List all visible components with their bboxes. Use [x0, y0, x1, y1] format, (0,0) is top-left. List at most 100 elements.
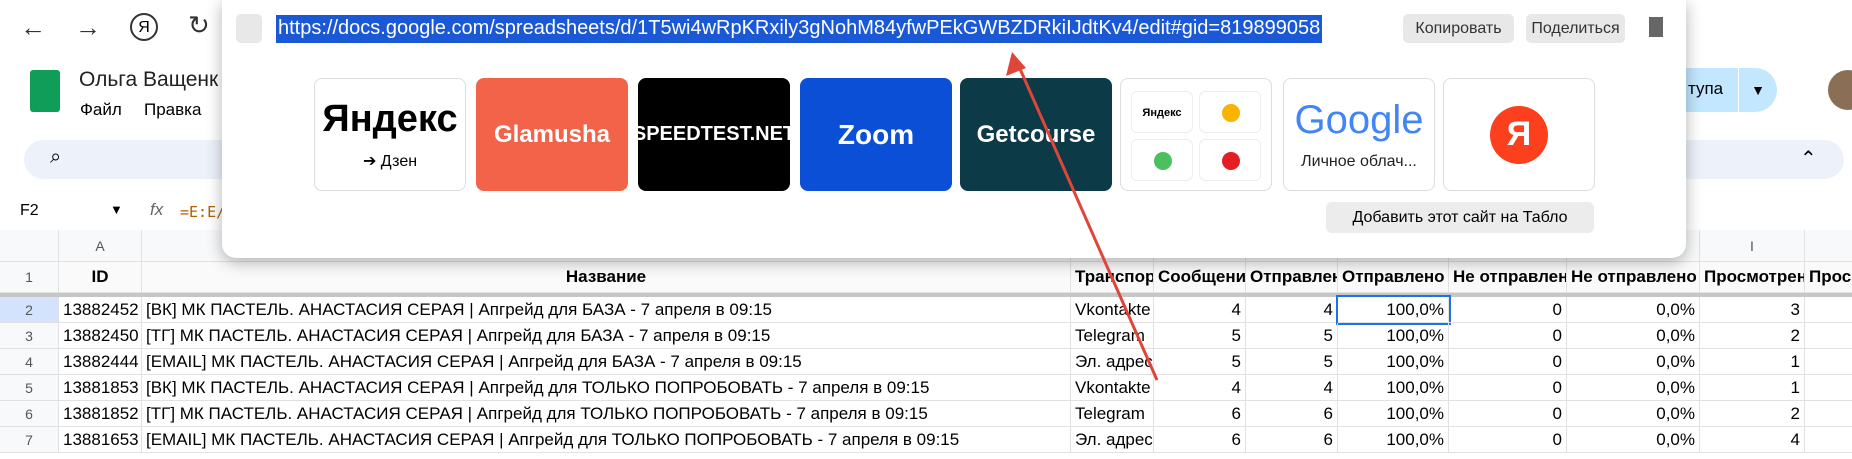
cell[interactable]: 100,0% — [1336, 295, 1451, 325]
cell[interactable]: 1 — [1700, 349, 1805, 375]
cell[interactable]: [ВК] МК ПАСТЕЛЬ. АНАСТАСИЯ СЕРАЯ | Апгре… — [142, 297, 1071, 323]
yandex-button[interactable]: Я — [130, 13, 158, 41]
tile[interactable]: Getcourse — [960, 78, 1112, 191]
header-cell[interactable]: Отправлено — [1246, 262, 1338, 293]
menu-item[interactable]: Файл — [80, 100, 122, 119]
cell[interactable]: 0,0% — [1567, 401, 1700, 427]
cell[interactable]: Vkontakte — [1071, 297, 1154, 323]
column-header[interactable]: A — [59, 230, 142, 262]
cell[interactable]: 0,0% — [1567, 323, 1700, 349]
cell[interactable]: 1 — [1700, 375, 1805, 401]
header-cell[interactable]: ID — [59, 262, 142, 293]
cell[interactable]: 0 — [1449, 323, 1567, 349]
column-header[interactable] — [0, 230, 59, 262]
row-number[interactable]: 3 — [0, 323, 59, 349]
row-number[interactable]: 7 — [0, 427, 59, 453]
header-cell[interactable]: Не отправлено — [1449, 262, 1567, 293]
mini-tile[interactable]: Яндекс — [1131, 91, 1193, 133]
tile[interactable]: SPEEDTEST.NET — [633, 78, 795, 191]
cell[interactable]: 4 — [1700, 427, 1805, 453]
cell[interactable]: 13881852 — [59, 401, 142, 427]
column-header[interactable]: I — [1700, 230, 1805, 262]
row-number[interactable]: 2 — [0, 297, 59, 323]
cell[interactable]: 5 — [1154, 349, 1246, 375]
cell[interactable]: 100,0% — [1338, 349, 1449, 375]
cell[interactable]: [ТГ] МК ПАСТЕЛЬ. АНАСТАСИЯ СЕРАЯ | Апгре… — [142, 323, 1071, 349]
column-header[interactable] — [1805, 230, 1852, 262]
access-menu[interactable]: ▼ — [1738, 68, 1777, 112]
cell[interactable]: [ВК] МК ПАСТЕЛЬ. АНАСТАСИЯ СЕРАЯ | Апгре… — [142, 375, 1071, 401]
formula[interactable]: =E:E/ — [180, 203, 226, 221]
collapse[interactable]: ⌃ — [1800, 148, 1817, 170]
cell[interactable]: 4 — [1154, 375, 1246, 401]
tile[interactable]: Я — [1443, 78, 1595, 191]
cell[interactable]: Telegram — [1071, 323, 1154, 349]
cell[interactable]: 100,0% — [1338, 427, 1449, 453]
cell[interactable]: 13882450 — [59, 323, 142, 349]
cell[interactable]: 100,0% — [1338, 323, 1449, 349]
cell[interactable]: 2 — [1700, 323, 1805, 349]
header-cell[interactable]: Отправлено % — [1338, 262, 1449, 293]
search[interactable]: ⌕ — [50, 146, 62, 168]
cell[interactable]: 6 — [1154, 427, 1246, 453]
header-cell[interactable]: Не отправлено % — [1567, 262, 1700, 293]
cell[interactable]: 13881653 — [59, 427, 142, 453]
cell[interactable]: 5 — [1246, 323, 1338, 349]
cell[interactable]: 6 — [1154, 401, 1246, 427]
lock[interactable] — [236, 14, 262, 43]
cell[interactable] — [1805, 349, 1852, 375]
tile[interactable]: Яндекс ➔ Дзен — [314, 78, 466, 191]
mini-tile[interactable] — [1131, 139, 1193, 181]
header-cell[interactable]: Сообщений — [1154, 262, 1246, 293]
cell[interactable]: 4 — [1246, 297, 1338, 323]
cell[interactable]: Эл. адрес — [1071, 349, 1154, 375]
cell[interactable]: 13882444 — [59, 349, 142, 375]
cell[interactable]: 0 — [1449, 427, 1567, 453]
cell[interactable]: Telegram — [1071, 401, 1154, 427]
tile-group[interactable]: Яндекс — [1120, 78, 1272, 191]
tile[interactable]: Google Личное облач... — [1283, 78, 1435, 191]
cell[interactable]: 13881853 — [59, 375, 142, 401]
cell[interactable]: 0 — [1449, 297, 1567, 323]
copy-button[interactable]: Копировать — [1403, 14, 1514, 43]
cell[interactable]: 5 — [1246, 349, 1338, 375]
row-number[interactable]: 1 — [0, 262, 59, 293]
sheets-logo[interactable] — [30, 70, 60, 112]
share-button[interactable]: Поделиться — [1526, 14, 1625, 43]
dropdown[interactable]: ▼ — [110, 202, 123, 217]
cell[interactable]: Vkontakte — [1071, 375, 1154, 401]
cell[interactable]: 0,0% — [1567, 297, 1700, 323]
cell[interactable]: 100,0% — [1338, 375, 1449, 401]
cell[interactable] — [1805, 323, 1852, 349]
cell[interactable] — [1805, 297, 1852, 323]
cell[interactable]: [ТГ] МК ПАСТЕЛЬ. АНАСТАСИЯ СЕРАЯ | Апгре… — [142, 401, 1071, 427]
tile[interactable]: Zoom — [800, 78, 952, 191]
cell[interactable]: 3 — [1700, 297, 1805, 323]
cell[interactable]: 4 — [1246, 375, 1338, 401]
cell-ref[interactable]: F2 — [20, 202, 39, 219]
row-number[interactable]: 5 — [0, 375, 59, 401]
row-number[interactable]: 6 — [0, 401, 59, 427]
tile[interactable]: Glamusha — [476, 78, 628, 191]
bookmark[interactable] — [1649, 17, 1663, 37]
cell[interactable]: [EMAIL] МК ПАСТЕЛЬ. АНАСТАСИЯ СЕРАЯ | Ап… — [142, 349, 1071, 375]
header-cell[interactable]: Название — [142, 262, 1071, 293]
reload[interactable]: ↻ — [188, 10, 210, 40]
cell[interactable]: 0,0% — [1567, 349, 1700, 375]
cell[interactable] — [1805, 375, 1852, 401]
mini-tile[interactable] — [1199, 139, 1261, 181]
back[interactable]: ← — [20, 12, 46, 42]
forward[interactable]: → — [75, 12, 101, 42]
cell[interactable]: 0 — [1449, 349, 1567, 375]
add-site-button[interactable]: Добавить этот сайт на Табло — [1326, 202, 1594, 233]
row-number[interactable]: 4 — [0, 349, 59, 375]
cell[interactable]: 0,0% — [1567, 427, 1700, 453]
cell[interactable]: 6 — [1246, 427, 1338, 453]
cell[interactable]: 0,0% — [1567, 375, 1700, 401]
cell[interactable]: 2 — [1700, 401, 1805, 427]
cell[interactable]: 0 — [1449, 375, 1567, 401]
header-cell[interactable]: Просмотрено — [1700, 262, 1805, 293]
cell[interactable]: 100,0% — [1338, 401, 1449, 427]
header-cell[interactable]: Просм — [1805, 262, 1852, 293]
doc-title[interactable]: Ольга Ващенк — [79, 68, 219, 91]
